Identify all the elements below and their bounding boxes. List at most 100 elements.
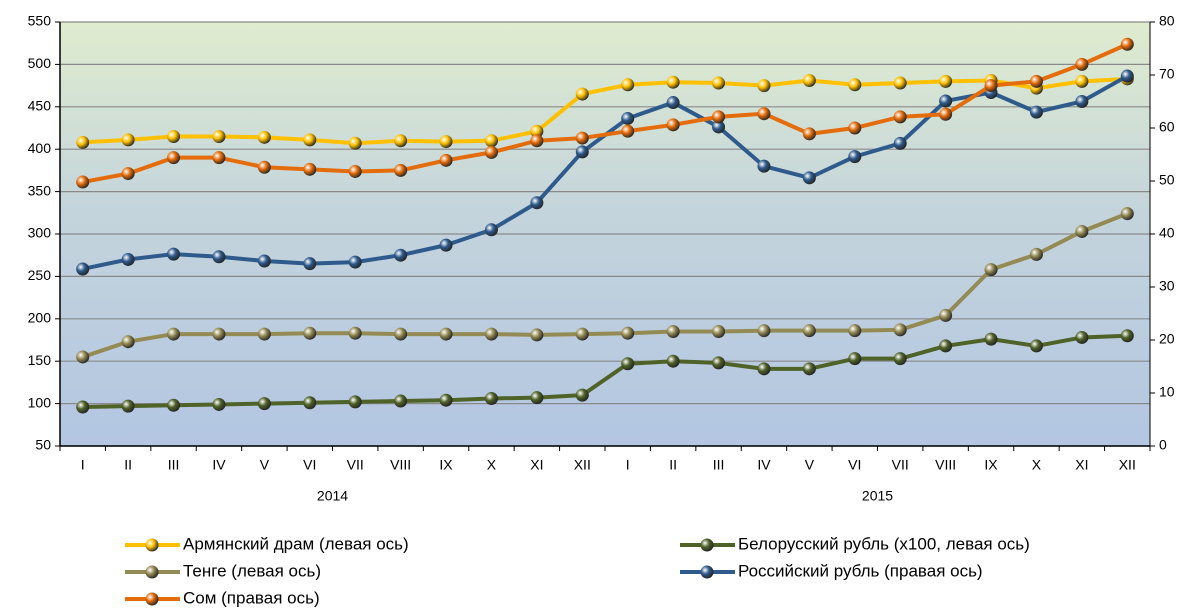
x-tick-label: IX [984, 457, 998, 473]
data-point [484, 134, 498, 148]
data-point [348, 164, 362, 178]
data-point [757, 159, 771, 173]
data-point [439, 135, 453, 149]
data-point [939, 308, 953, 322]
data-point [1120, 69, 1134, 83]
data-point [893, 136, 907, 150]
data-point [1075, 74, 1089, 88]
x-tick-label: XI [1075, 457, 1088, 473]
data-point [712, 356, 726, 370]
data-point [757, 362, 771, 376]
series-line [82, 42, 1129, 185]
data-point [666, 75, 680, 89]
data-point [121, 167, 135, 181]
data-point [621, 357, 635, 371]
y-tick-label: 400 [28, 140, 52, 156]
data-point [848, 352, 862, 366]
x-tick-label: X [1032, 457, 1042, 473]
y2-tick-label: 10 [1159, 384, 1175, 400]
data-point [893, 323, 907, 337]
data-point [712, 76, 726, 90]
data-point [394, 134, 408, 148]
data-point [1075, 95, 1089, 108]
data-point [303, 133, 317, 147]
series-line [82, 211, 1129, 359]
data-point [348, 255, 362, 269]
data-point [712, 110, 726, 124]
data-point [1029, 105, 1043, 119]
y2-tick-label: 20 [1159, 331, 1175, 347]
data-point [394, 327, 408, 341]
y2-tick-label: 40 [1159, 225, 1175, 241]
data-point [939, 94, 953, 108]
data-point [1029, 74, 1043, 88]
data-point [439, 327, 453, 341]
x-tick-label: XII [574, 457, 591, 473]
data-point [621, 111, 635, 125]
x-tick-label: V [805, 457, 815, 473]
legend-label: Тенге (левая ось) [183, 561, 321, 580]
y-tick-label: 500 [28, 55, 52, 71]
data-point [1075, 330, 1089, 344]
x-tick-label: XII [1119, 457, 1136, 473]
data-point [530, 124, 544, 138]
legend-label: Российский рубль (правая ось) [738, 561, 983, 580]
data-point [121, 252, 135, 266]
y2-tick-label: 50 [1159, 172, 1175, 188]
data-point [666, 96, 680, 110]
data-point [893, 110, 907, 124]
data-point [893, 76, 907, 90]
data-point [802, 127, 816, 141]
data-point [394, 163, 408, 177]
data-point [167, 327, 181, 341]
y-tick-label: 50 [35, 437, 51, 453]
data-point [712, 325, 726, 339]
data-point [848, 121, 862, 135]
data-point [1029, 339, 1043, 353]
data-point [348, 326, 362, 340]
data-point [121, 133, 135, 147]
data-point [484, 223, 498, 237]
data-point [348, 395, 362, 409]
data-point [848, 150, 862, 164]
data-point [575, 145, 589, 159]
data-point [439, 238, 453, 252]
data-point [530, 328, 544, 342]
legend-label: Сом (правая ось) [183, 588, 320, 607]
data-point [439, 393, 453, 407]
data-point [212, 397, 226, 411]
data-point [303, 326, 317, 340]
y-tick-label: 350 [28, 182, 52, 198]
x-tick-label: X [487, 457, 497, 473]
data-point [484, 145, 498, 159]
data-point [757, 79, 771, 93]
data-point [1120, 329, 1134, 343]
y-tick-label: 150 [28, 352, 52, 368]
x-tick-label: VII [892, 457, 909, 473]
data-point [484, 392, 498, 406]
legend-label: Белорусский рубль (х100, левая ось) [738, 534, 1030, 553]
data-point [802, 362, 816, 376]
x-tick-label: IV [212, 457, 226, 473]
data-point [575, 327, 589, 341]
data-point [666, 325, 680, 339]
data-point [121, 399, 135, 413]
data-point [530, 391, 544, 405]
x-tick-label: II [669, 457, 677, 473]
data-point [848, 324, 862, 338]
data-point [76, 175, 90, 189]
y2-tick-label: 70 [1159, 66, 1175, 82]
data-point [802, 324, 816, 338]
legend-marker [700, 565, 714, 579]
data-point [802, 171, 816, 185]
data-point [76, 135, 90, 149]
data-point [484, 327, 498, 341]
x-tick-label: IV [757, 457, 771, 473]
y2-tick-label: 60 [1159, 119, 1175, 135]
data-point [167, 398, 181, 412]
data-point [167, 151, 181, 165]
x-tick-label: IX [439, 457, 453, 473]
x-tick-label: I [81, 457, 85, 473]
data-point [257, 254, 271, 268]
